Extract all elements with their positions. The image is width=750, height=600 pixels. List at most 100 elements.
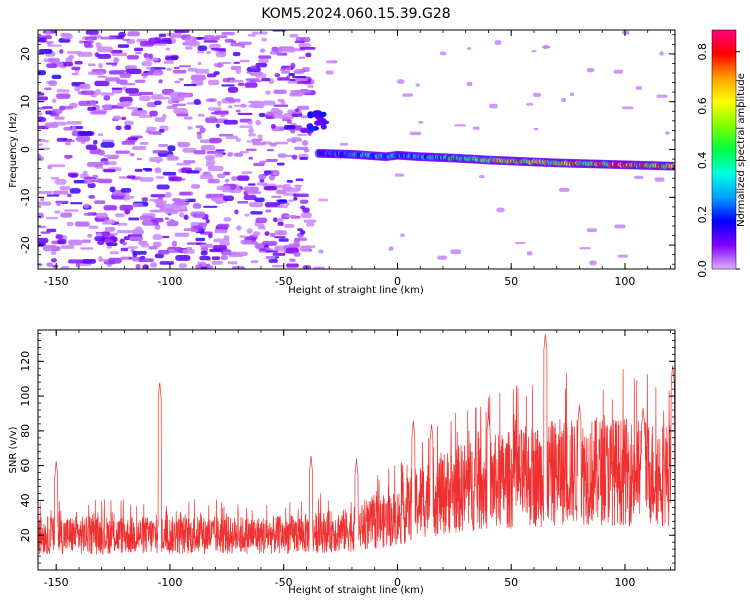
- noise-cell: [285, 247, 300, 254]
- noise-cell: [155, 176, 165, 179]
- noise-cell: [400, 233, 405, 237]
- noise-cell: [125, 68, 142, 74]
- noise-cell: [197, 61, 202, 66]
- noise-cell: [271, 195, 282, 198]
- noise-cell: [205, 218, 210, 224]
- noise-cell: [103, 169, 116, 173]
- noise-cell: [294, 69, 305, 75]
- noise-cell: [162, 96, 170, 100]
- noise-cell: [137, 107, 143, 111]
- noise-cell: [259, 160, 267, 164]
- noise-cell: [132, 203, 143, 207]
- noise-cell: [38, 225, 47, 229]
- noise-cell: [128, 93, 142, 97]
- noise-cell: [51, 98, 57, 104]
- noise-cell: [65, 141, 72, 146]
- noise-cell: [105, 77, 121, 82]
- noise-cell: [294, 77, 308, 82]
- noise-cell: [272, 171, 280, 175]
- noise-cell: [246, 71, 251, 74]
- colorbar-tick-label: 0.4: [696, 152, 709, 170]
- noise-cell: [150, 194, 166, 198]
- noise-cell: [220, 255, 228, 261]
- noise-cell: [165, 56, 178, 61]
- noise-cell: [297, 81, 312, 84]
- noise-cell: [38, 143, 44, 146]
- noise-cell: [569, 92, 575, 97]
- noise-cell: [187, 67, 198, 72]
- noise-cell: [247, 121, 253, 125]
- noise-cell: [494, 40, 502, 46]
- noise-cell: [109, 186, 116, 193]
- noise-cell: [270, 50, 283, 55]
- noise-cell: [38, 70, 47, 76]
- noise-cell: [101, 231, 111, 237]
- noise-cell: [245, 78, 260, 81]
- noise-cell: [173, 108, 188, 115]
- noise-cell: [117, 44, 130, 48]
- colorbar-tick-label: 0.2: [696, 206, 709, 224]
- noise-cell: [143, 52, 149, 58]
- noise-cell: [124, 192, 130, 198]
- noise-cell: [154, 43, 167, 46]
- noise-cell: [215, 123, 220, 129]
- noise-cell: [134, 47, 144, 52]
- noise-cell: [151, 94, 164, 100]
- noise-cell: [293, 240, 300, 247]
- noise-cell: [241, 171, 253, 174]
- noise-cell: [196, 131, 202, 135]
- spectrogram-y-tick-label: -20: [19, 236, 32, 254]
- noise-cell: [179, 93, 191, 97]
- noise-cell: [215, 35, 228, 39]
- noise-cell: [193, 150, 206, 155]
- noise-cell: [299, 199, 309, 204]
- noise-cell: [71, 72, 79, 76]
- noise-cell: [659, 51, 664, 56]
- noise-cell: [38, 263, 43, 267]
- noise-cell: [40, 197, 45, 202]
- noise-cell: [139, 177, 154, 182]
- noise-cell: [71, 125, 77, 131]
- noise-cell: [120, 247, 129, 252]
- noise-cell: [172, 69, 187, 74]
- noise-cell: [200, 145, 216, 151]
- noise-cell: [209, 115, 216, 119]
- noise-cell: [38, 96, 48, 101]
- noise-cell: [278, 238, 289, 242]
- noise-cell: [66, 121, 82, 125]
- noise-cell: [48, 80, 58, 86]
- noise-cell: [265, 159, 278, 162]
- noise-cell: [141, 72, 149, 77]
- noise-cell: [418, 120, 424, 124]
- noise-cell: [248, 127, 254, 134]
- noise-cell: [221, 84, 235, 87]
- noise-cell: [146, 126, 157, 131]
- noise-cell: [129, 235, 143, 242]
- noise-cell: [207, 165, 224, 172]
- noise-cell: [105, 62, 118, 65]
- noise-cell: [46, 228, 57, 233]
- noise-cell: [261, 37, 267, 42]
- noise-cell: [94, 80, 110, 87]
- noise-cell: [87, 183, 96, 188]
- noise-cell: [152, 234, 163, 240]
- noise-cell: [297, 228, 303, 232]
- noise-cell: [264, 185, 277, 191]
- noise-cell: [206, 51, 211, 55]
- noise-cell: [209, 137, 223, 143]
- noise-cell: [190, 74, 207, 81]
- noise-cell: [249, 80, 262, 83]
- noise-cell: [168, 219, 175, 224]
- noise-cell: [44, 87, 52, 91]
- noise-cell: [149, 110, 158, 117]
- noise-cell: [97, 54, 112, 59]
- noise-cell: [589, 260, 597, 266]
- noise-cell: [38, 48, 53, 54]
- noise-cell: [139, 40, 155, 47]
- noise-cell: [117, 222, 128, 226]
- noise-cell: [122, 101, 132, 106]
- noise-cell: [479, 175, 485, 178]
- noise-cell: [186, 170, 200, 174]
- noise-cell: [282, 186, 293, 191]
